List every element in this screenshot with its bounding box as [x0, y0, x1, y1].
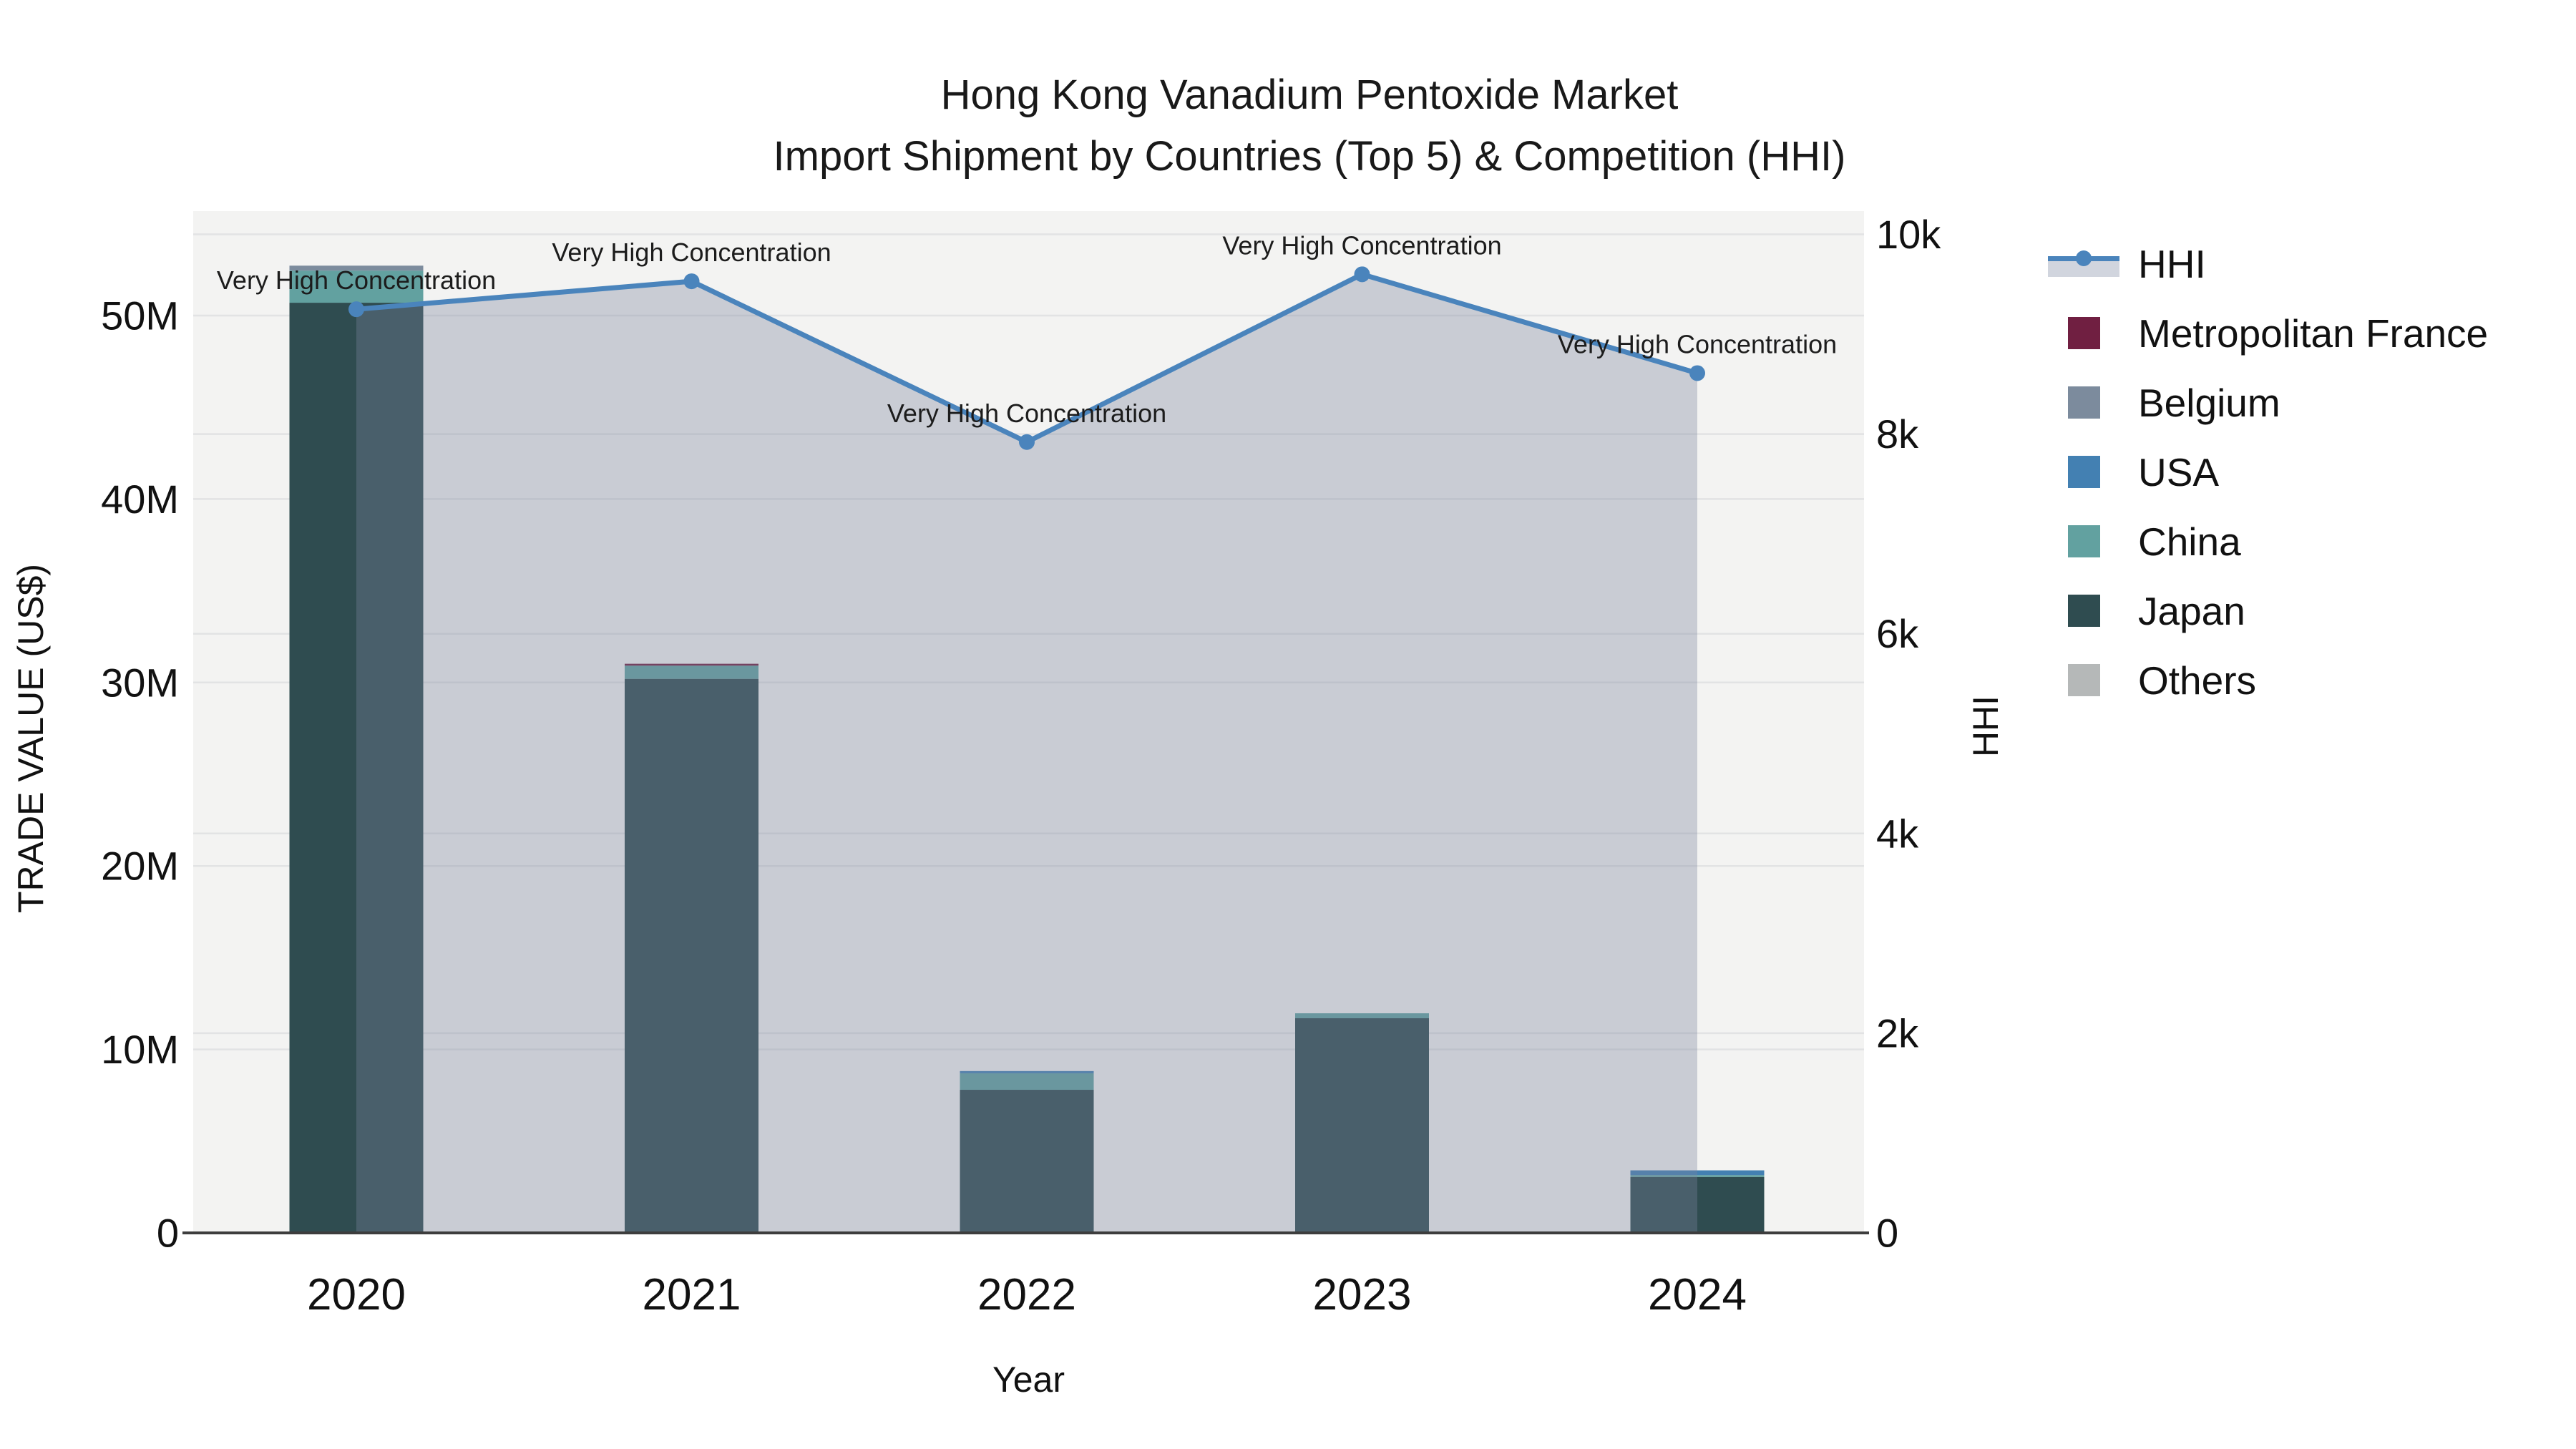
- legend-label: USA: [2138, 449, 2220, 494]
- x-tick-2020: 2020: [307, 1270, 406, 1319]
- chart-title: Hong Kong Vanadium Pentoxide Market: [940, 72, 1679, 118]
- legend-item-usa[interactable]: USA: [2048, 437, 2488, 507]
- x-axis-title: Year: [992, 1360, 1065, 1400]
- y-right-tick: 4k: [1876, 811, 1919, 856]
- legend-item-china[interactable]: China: [2048, 507, 2488, 576]
- legend: HHI Metropolitan France Belgium USA China Jap…: [2048, 229, 2488, 715]
- y-right-tick: 10k: [1876, 212, 1941, 257]
- bar-segment-usa-2022: [960, 1070, 1094, 1073]
- y-left-axis-title: TRADE VALUE (US$): [11, 564, 51, 913]
- bar-segment-japan-2020: [289, 303, 424, 1233]
- color-swatch-icon: [2048, 317, 2119, 349]
- annotation-2021: Very High Concentration: [552, 238, 831, 267]
- bar-segment-japan-2023: [1295, 1018, 1429, 1233]
- y-right-tick: 6k: [1876, 611, 1919, 656]
- annotation-2020: Very High Concentration: [217, 265, 496, 295]
- bar-segment-china-2022: [960, 1073, 1094, 1091]
- legend-label: Belgium: [2138, 380, 2280, 425]
- x-tick-2024: 2024: [1648, 1270, 1747, 1319]
- plot-background: [193, 211, 1864, 1233]
- legend-item-japan[interactable]: Japan: [2048, 576, 2488, 645]
- y-left-tick: 50M: [101, 293, 179, 338]
- hhi-area-fill: [356, 274, 1697, 1233]
- chart-subtitle: Import Shipment by Countries (Top 5) & C…: [773, 133, 1846, 180]
- legend-label: China: [2138, 519, 2241, 564]
- bar-segment-china-2023: [1295, 1013, 1429, 1019]
- bar-segment-metropolitan-france-2021: [625, 663, 758, 666]
- annotation-2023: Very High Concentration: [1222, 230, 1501, 260]
- bar-segment-china-2020: [289, 270, 424, 303]
- annotation-2024: Very High Concentration: [1558, 329, 1837, 358]
- hhi-point-2024: [1689, 365, 1705, 381]
- color-swatch-icon: [2048, 386, 2119, 419]
- legend-label: Others: [2138, 658, 2257, 703]
- legend-label: Metropolitan France: [2138, 311, 2489, 356]
- x-tick-2022: 2022: [977, 1270, 1076, 1319]
- y-left-tick: 20M: [101, 844, 179, 889]
- hhi-point-2023: [1354, 266, 1370, 283]
- legend-item-belgium[interactable]: Belgium: [2048, 368, 2488, 437]
- hhi-point-2021: [683, 273, 700, 290]
- legend-item-others[interactable]: Others: [2048, 645, 2488, 715]
- color-swatch-icon: [2048, 525, 2119, 557]
- legend-item-metropolitan-france[interactable]: Metropolitan France: [2048, 298, 2488, 368]
- bar-segment-japan-2021: [625, 678, 758, 1233]
- y-left-tick: 40M: [101, 477, 179, 522]
- legend-label: HHI: [2138, 241, 2206, 286]
- y-left-tick: 10M: [101, 1027, 179, 1072]
- bar-segment-china-2024: [1630, 1175, 1765, 1177]
- color-swatch-icon: [2048, 456, 2119, 488]
- chart-title-block: Hong Kong Vanadium Pentoxide Market Impo…: [0, 64, 2576, 187]
- x-tick-2023: 2023: [1313, 1270, 1412, 1319]
- hhi-point-2022: [1019, 434, 1035, 450]
- y-right-tick: 0: [1876, 1211, 1898, 1256]
- bar-segment-belgium-2020: [289, 265, 424, 271]
- x-tick-2021: 2021: [643, 1270, 741, 1319]
- bar-segment-china-2021: [625, 665, 758, 679]
- color-swatch-icon: [2048, 595, 2119, 627]
- annotation-2022: Very High Concentration: [887, 399, 1166, 428]
- legend-label: Japan: [2138, 588, 2245, 633]
- bar-segment-japan-2022: [960, 1090, 1094, 1233]
- y-right-tick: 8k: [1876, 411, 1919, 457]
- y-left-tick: 30M: [101, 660, 179, 705]
- legend-item-hhi[interactable]: HHI: [2048, 229, 2488, 298]
- bar-segment-japan-2024: [1630, 1176, 1765, 1233]
- hhi-point-2020: [348, 301, 364, 318]
- color-swatch-icon: [2048, 664, 2119, 696]
- y-left-tick: 0: [157, 1211, 179, 1256]
- y-right-axis-title: HHI: [1966, 696, 2006, 757]
- hhi-line-marker-icon: [2048, 249, 2119, 279]
- y-right-tick: 2k: [1876, 1010, 1919, 1055]
- bar-segment-usa-2024: [1630, 1170, 1765, 1176]
